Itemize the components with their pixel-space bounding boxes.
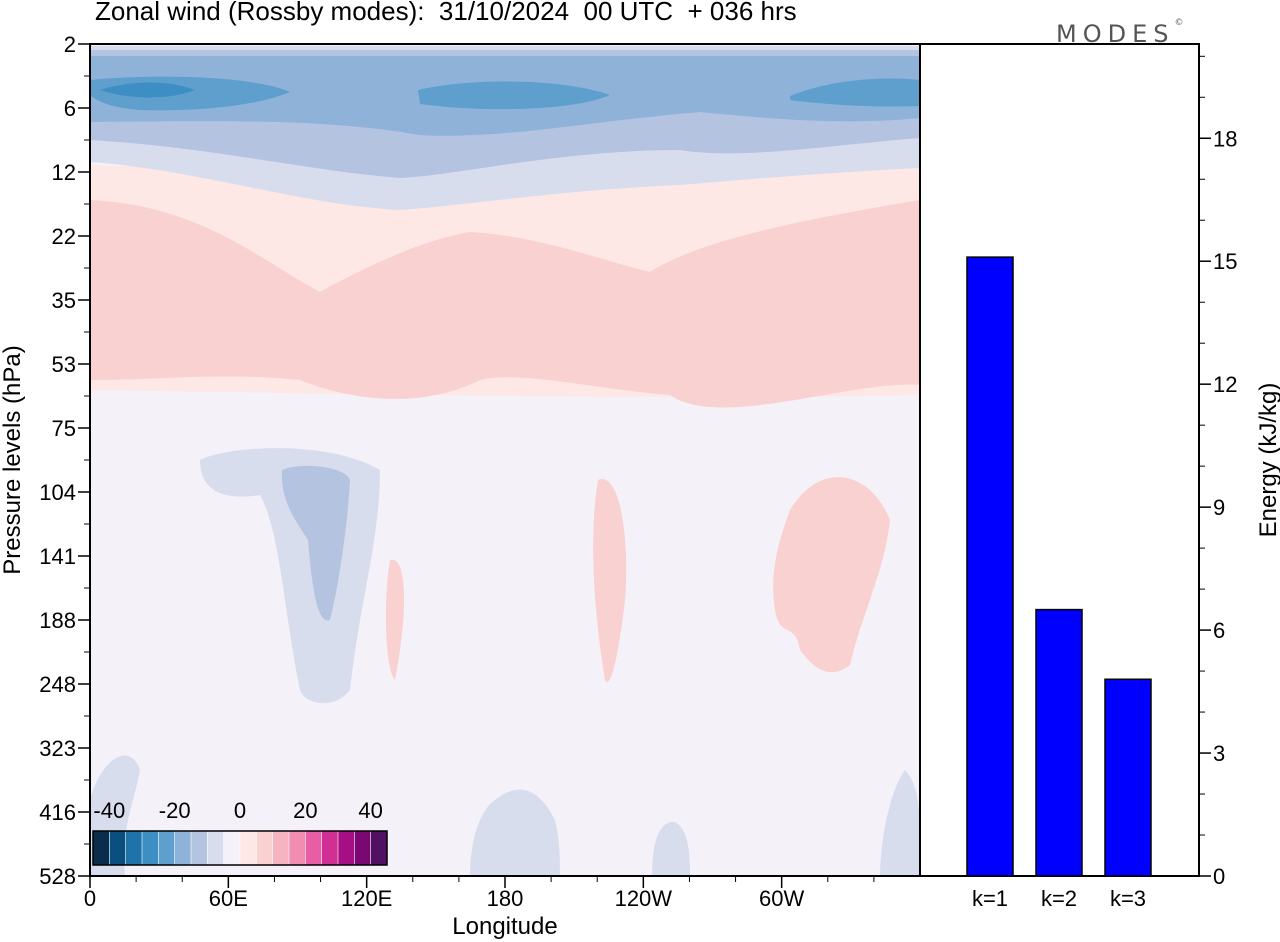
x-tick-label: 60E: [209, 886, 248, 911]
energy-tick-label: 6: [1213, 618, 1225, 643]
energy-tick-label: 18: [1213, 126, 1237, 151]
energy-tick-label: 0: [1213, 864, 1225, 889]
y-tick-label: 12: [52, 160, 76, 185]
energy-tick-label: 12: [1213, 372, 1237, 397]
colorbar-cell: [158, 830, 176, 866]
colorbar-label: 40: [358, 798, 382, 823]
y-tick-label: 53: [52, 352, 76, 377]
colorbar-cell: [125, 830, 143, 866]
colorbar-cell: [305, 830, 323, 866]
colorbar-cell: [190, 830, 209, 866]
x-tick-label: 120E: [341, 886, 392, 911]
x-tick-label: 120W: [615, 886, 673, 911]
colorbar-label: -40: [93, 798, 125, 823]
contour-neg-4-blob-3: [790, 78, 920, 107]
contour-neg-1-bottom-blob-3: [652, 821, 690, 876]
contour-field: [90, 46, 920, 876]
colorbar-cell: [337, 830, 356, 866]
colorbar-cell: [256, 830, 274, 866]
contour-pos-2-upper-band: [90, 200, 920, 408]
contour-pos-2-lower-blob-1: [385, 559, 405, 680]
bar-category-label: k=3: [1110, 886, 1146, 911]
colorbar-cell: [207, 830, 225, 866]
y-tick-label: 75: [52, 416, 76, 441]
colorbar-cell: [272, 830, 290, 866]
bar-series: k=1 k=2 k=3: [966, 256, 1152, 911]
y-tick-label: 35: [52, 288, 76, 313]
colorbar-label: 0: [234, 798, 246, 823]
energy-tick-label: 15: [1213, 249, 1237, 274]
energy-bar: [1035, 608, 1083, 877]
colorbar-cell: [141, 830, 160, 866]
colorbar-cell: [288, 830, 307, 866]
contour-neg-4-blob-2: [418, 81, 610, 110]
colorbar-cell: [174, 830, 192, 866]
logo-mark: ©: [1174, 18, 1184, 28]
x-tick-label: 180: [487, 886, 524, 911]
energy-tick-label: 3: [1213, 741, 1225, 766]
contour-neg-1-bottom-blob-4: [880, 770, 920, 876]
y-tick-label: 22: [52, 224, 76, 249]
colorbar-cell: [92, 830, 111, 866]
colorbar: -40 -20 0 20 40: [92, 798, 388, 866]
bar-axes: 0 3 6 9 12 15 18: [1199, 55, 1237, 889]
contour-neg-2-lower-blob: [281, 465, 350, 621]
y-tick-label: 528: [39, 864, 76, 889]
bar-category-label: k=1: [972, 886, 1008, 911]
y-tick-label: 104: [39, 480, 76, 505]
colorbar-label: 20: [293, 798, 317, 823]
colorbar-frame: [92, 830, 388, 866]
contour-pos-2-lower-blob-2: [593, 479, 627, 682]
heatmap-panel: 2 6 12 22 35 53 75 104 141 188 248 323 416 528 0 60E 120…: [0, 32, 921, 940]
chart-title: Zonal wind (Rossby modes): 31/10/2024 00…: [95, 0, 797, 26]
energy-tick-label: 9: [1213, 495, 1225, 520]
y-tick-label: 416: [39, 800, 76, 825]
x-tick-label: 0: [84, 886, 96, 911]
y-tick-label: 2: [64, 32, 76, 57]
energy-axis-title: Energy (kJ/kg): [1255, 383, 1280, 538]
energy-bar: [1104, 678, 1152, 877]
colorbar-cell: [239, 830, 258, 866]
y-tick-label: 323: [39, 736, 76, 761]
colorbar-cell: [223, 830, 241, 866]
bar-panel: k=1 k=2 k=3 0 3 6 9 12 15 18 Energy (kJ/kg): [919, 43, 1280, 911]
colorbar-cells: [92, 830, 388, 866]
colorbar-cell: [321, 830, 339, 866]
y-tick-label: 248: [39, 672, 76, 697]
colorbar-cell: [370, 830, 388, 866]
x-axis-title: Longitude: [452, 913, 557, 940]
y-tick-label: 141: [39, 544, 76, 569]
colorbar-cell: [354, 830, 372, 866]
colorbar-label: -20: [159, 798, 191, 823]
contour-neg-1-bottom-blob-2: [470, 789, 560, 876]
x-tick-label: 60W: [759, 886, 804, 911]
contour-neg-5-blob: [100, 82, 195, 98]
y-tick-label: 6: [64, 96, 76, 121]
energy-bar: [966, 256, 1014, 877]
contour-pos-2-lower-blob-3: [773, 477, 890, 673]
colorbar-cell: [109, 830, 127, 866]
y-axis-title: Pressure levels (hPa): [0, 345, 26, 574]
bar-category-label: k=2: [1041, 886, 1077, 911]
heatmap-axes: 2 6 12 22 35 53 75 104 141 188 248 323 416 528 0 60E 120…: [39, 32, 875, 911]
colorbar-labels: -40 -20 0 20 40: [93, 798, 382, 823]
y-tick-label: 188: [39, 608, 76, 633]
